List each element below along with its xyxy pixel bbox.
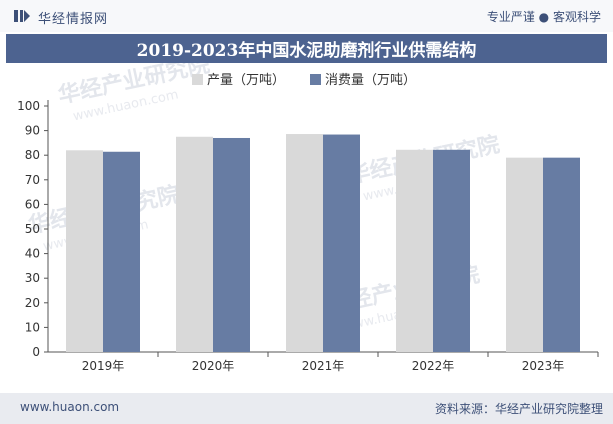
tagline: 专业严谨 ● 客观科学 (487, 8, 601, 25)
chart-title: 2019-2023年中国水泥助磨剂行业供需结构 (136, 41, 477, 61)
y-tick-label: 0 (32, 345, 40, 359)
bar-consumption (103, 151, 140, 352)
y-tick-label: 100 (17, 99, 40, 113)
chart-title-bar: 2019-2023年中国水泥助磨剂行业供需结构 (6, 34, 607, 63)
y-tick-label: 50 (25, 222, 40, 236)
y-tick-label: 30 (25, 271, 40, 285)
bar-production (286, 134, 323, 352)
y-tick-label: 90 (25, 124, 40, 138)
bar-production (176, 136, 213, 352)
top-header-bar: 华经情报网 专业严谨 ● 客观科学 (0, 0, 613, 32)
y-tick-label: 40 (25, 247, 40, 261)
bar-production (66, 150, 103, 352)
x-tick-label: 2019年 (82, 359, 125, 373)
x-tick-label: 2020年 (192, 359, 235, 373)
bar-consumption (323, 134, 360, 352)
x-tick-label: 2022年 (412, 359, 455, 373)
tagline-right: 客观科学 (552, 10, 601, 24)
bar-chart: 华经产业研究院www.huaon.com华经产业研究院www.huaon.com… (17, 63, 599, 373)
website-url: www.huaon.com (20, 400, 120, 414)
bar-consumption (213, 137, 250, 352)
tagline-left: 专业严谨 (486, 10, 535, 24)
x-tick-label: 2021年 (302, 359, 345, 373)
bar-production (396, 149, 433, 352)
y-tick-label: 80 (25, 148, 40, 162)
x-tick-label: 2023年 (522, 359, 565, 373)
bar-consumption (433, 149, 470, 352)
tagline-separator: ● (538, 10, 550, 24)
legend-label: 消费量（万吨） (325, 73, 416, 88)
huajing-logo-icon (14, 10, 30, 22)
legend-swatch (310, 74, 321, 85)
y-tick-label: 10 (25, 320, 40, 334)
bar-consumption (543, 157, 580, 352)
legend-swatch (192, 74, 203, 85)
y-tick-label: 20 (25, 296, 40, 310)
footer-bar: www.huaon.com 资料来源：华经产业研究院整理 (0, 393, 613, 424)
data-source: 资料来源：华经产业研究院整理 (434, 402, 603, 416)
legend-label: 产量（万吨） (207, 73, 285, 88)
y-tick-label: 60 (25, 197, 40, 211)
brand-name: 华经情报网 (38, 12, 109, 27)
y-tick-label: 70 (25, 173, 40, 187)
bar-production (506, 157, 543, 352)
